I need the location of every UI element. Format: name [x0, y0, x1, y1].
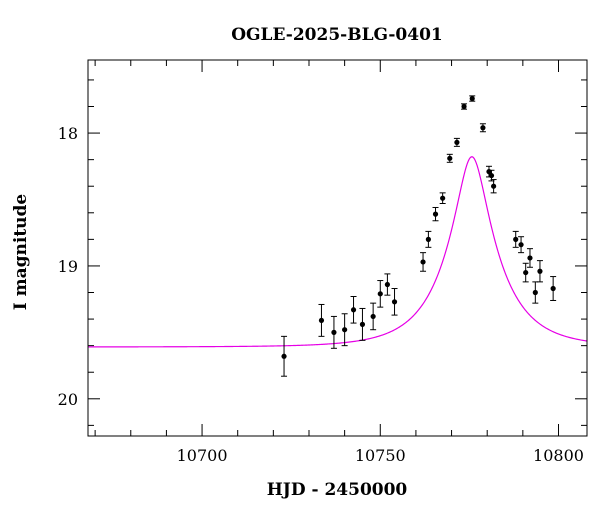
model-curve-group	[88, 156, 588, 348]
point-marker	[469, 95, 475, 102]
y-tick-label: 20	[58, 390, 78, 409]
plot-frame	[87, 59, 588, 437]
point-marker	[391, 299, 398, 305]
data-point	[518, 236, 525, 254]
y-tick-label: 18	[58, 124, 78, 143]
point-marker	[350, 307, 357, 313]
data-point	[370, 302, 377, 331]
data-point	[432, 206, 439, 222]
point-marker	[513, 236, 519, 242]
point-marker	[331, 329, 337, 335]
data-point	[453, 137, 460, 147]
tick-labels: 10700 10750 10800 18 19 20	[58, 124, 584, 465]
point-marker	[527, 255, 533, 261]
data-point	[512, 230, 519, 248]
data-point	[425, 230, 432, 248]
data-point	[341, 313, 348, 347]
x-axis-label: HJD - 2450000	[267, 480, 408, 500]
point-marker	[532, 289, 538, 296]
point-marker	[550, 285, 556, 292]
y-tick-label: 19	[58, 257, 78, 276]
point-marker	[281, 353, 287, 359]
point-marker	[461, 103, 467, 110]
data-point	[384, 273, 391, 296]
data-point	[522, 262, 529, 283]
point-marker	[377, 291, 383, 297]
point-marker	[359, 321, 366, 327]
point-marker	[425, 236, 431, 242]
chart-title: OGLE-2025-BLG-0401	[231, 25, 443, 45]
data-point	[420, 252, 427, 272]
data-point	[461, 103, 468, 110]
point-marker	[518, 242, 524, 248]
data-point	[391, 288, 398, 316]
data-point	[490, 179, 497, 194]
data-point	[479, 123, 486, 133]
point-marker	[480, 125, 486, 131]
data-point	[536, 260, 543, 283]
point-marker	[523, 269, 529, 276]
axis-ticks	[88, 60, 587, 436]
point-marker	[432, 211, 439, 217]
point-marker	[447, 155, 453, 161]
data-point	[469, 95, 476, 102]
data-point	[526, 248, 533, 268]
point-marker	[440, 195, 446, 201]
data-point	[281, 335, 288, 377]
data-points	[281, 95, 557, 377]
y-axis-label: I magnitude	[11, 194, 31, 311]
point-marker	[420, 259, 426, 265]
point-marker	[384, 281, 390, 288]
point-marker	[537, 268, 543, 274]
data-point	[330, 315, 337, 349]
data-point	[550, 276, 557, 301]
x-tick-label: 10700	[177, 446, 228, 465]
point-marker	[318, 317, 325, 324]
data-point	[318, 303, 325, 337]
data-point	[377, 280, 384, 308]
data-point	[532, 281, 539, 304]
model-curve	[88, 156, 588, 348]
data-point	[359, 307, 366, 341]
point-marker	[342, 327, 348, 333]
point-marker	[370, 313, 376, 320]
point-marker	[491, 183, 497, 189]
point-marker	[488, 172, 495, 179]
point-marker	[454, 139, 460, 145]
data-point	[439, 192, 446, 204]
x-tick-label: 10750	[355, 446, 406, 465]
data-point	[446, 153, 453, 163]
data-point	[350, 295, 357, 324]
x-tick-label: 10800	[533, 446, 584, 465]
